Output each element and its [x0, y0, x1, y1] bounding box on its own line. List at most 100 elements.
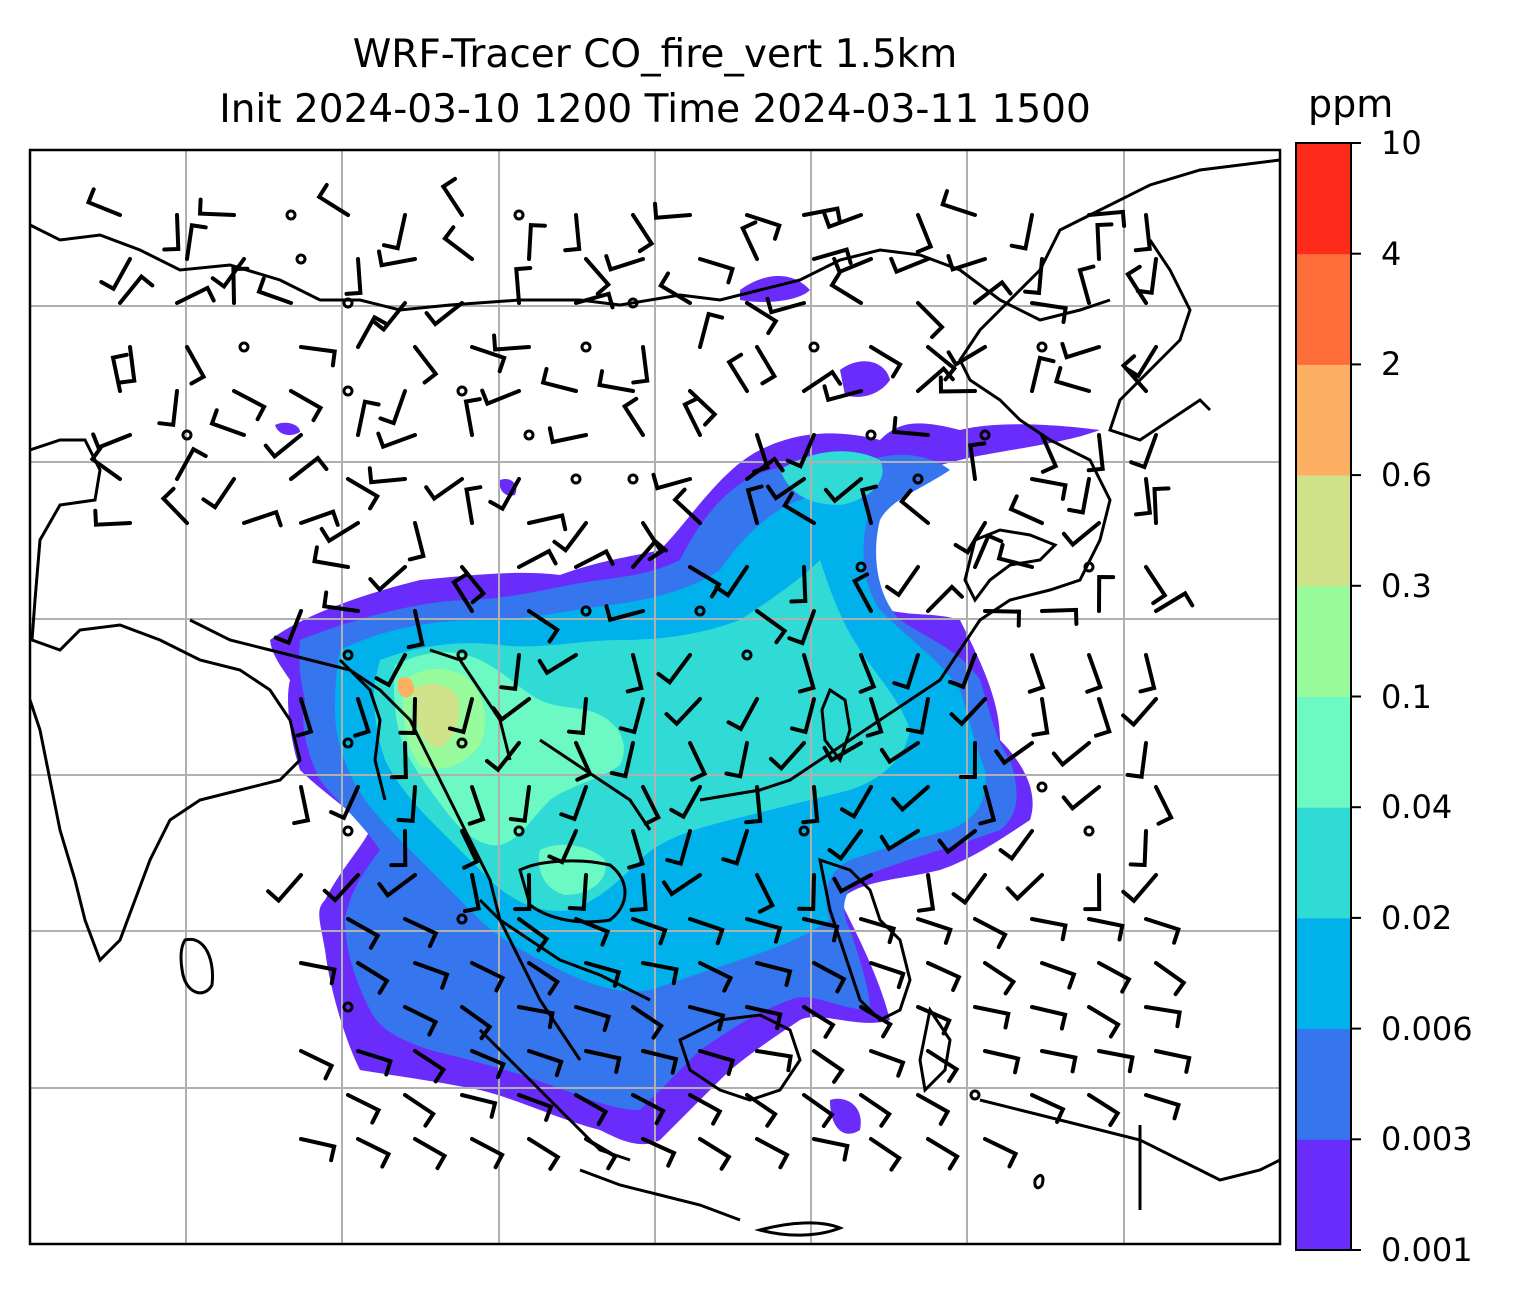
- wind-barb: [631, 538, 668, 569]
- wind-barb: [802, 1093, 835, 1128]
- wind-barb: [160, 486, 189, 525]
- wind-barb: [916, 917, 953, 945]
- wind-barb: [312, 545, 350, 569]
- wind-barb: [1154, 590, 1195, 613]
- calm-wind-marker: [513, 825, 525, 837]
- wind-barb: [1097, 574, 1116, 613]
- wind-barb: [407, 521, 426, 562]
- colorbar-segment: [1296, 475, 1351, 587]
- wind-barb: [688, 741, 708, 782]
- wind-barb: [869, 1049, 906, 1078]
- colorbar-tick-label: 0.3: [1381, 566, 1432, 605]
- wind-barb: [802, 369, 843, 393]
- calm-wind-marker: [1036, 341, 1048, 353]
- wind-barb: [662, 873, 702, 897]
- wind-barb: [1083, 873, 1102, 912]
- wind-barb: [316, 183, 350, 217]
- wind-barb: [885, 565, 920, 598]
- wind-barb: [768, 741, 806, 772]
- wind-barb: [1051, 741, 1091, 768]
- wind-barb: [346, 477, 381, 511]
- wind-barb: [859, 484, 878, 525]
- wind-barb: [1121, 697, 1158, 728]
- wind-barb: [822, 741, 863, 763]
- wind-barb: [1154, 785, 1174, 826]
- wind-barb: [1094, 697, 1112, 738]
- wind-barb: [273, 609, 303, 646]
- calm-wind-marker: [979, 429, 991, 441]
- wind-barb: [698, 257, 735, 285]
- wind-barb: [839, 785, 873, 820]
- wind-barb: [470, 345, 507, 374]
- wind-barb: [865, 697, 884, 738]
- wind-barb: [940, 189, 977, 217]
- wind-barb: [1087, 209, 1127, 228]
- wind-barb: [916, 1093, 951, 1126]
- wind-barb: [765, 296, 806, 315]
- wind-barb: [1061, 521, 1101, 548]
- wind-barb: [1030, 355, 1056, 393]
- colorbar-tick-label: 0.6: [1381, 456, 1432, 495]
- wind-barb: [859, 1093, 892, 1128]
- wind-barb: [201, 477, 236, 510]
- wind-barb: [162, 213, 181, 252]
- wind-barb: [89, 445, 122, 481]
- wind-barb: [745, 917, 783, 944]
- wind-barb: [832, 873, 873, 894]
- wind-barb: [356, 314, 389, 349]
- colorbar-segment: [1296, 807, 1351, 919]
- wind-barb: [1095, 222, 1114, 261]
- wind-barb: [346, 1093, 382, 1125]
- wind-barb: [460, 565, 487, 605]
- colorbar-tick-label: 0.001: [1381, 1231, 1473, 1269]
- wind-barb: [1133, 213, 1152, 253]
- wind-barb: [299, 1137, 337, 1163]
- wind-barb: [916, 1005, 952, 1036]
- calm-wind-marker: [1083, 825, 1095, 837]
- wind-barb: [344, 257, 363, 296]
- wind-barb: [527, 961, 561, 996]
- wind-barb: [996, 542, 1034, 569]
- wind-barb: [1067, 477, 1091, 515]
- wind-barb: [641, 1137, 677, 1168]
- wind-barb: [1128, 829, 1148, 868]
- wind-barb: [1085, 653, 1103, 694]
- wind-barb: [508, 785, 531, 823]
- wind-barb: [563, 213, 582, 253]
- calm-wind-marker: [798, 825, 810, 837]
- calm-wind-marker: [238, 341, 250, 353]
- wind-barb: [1040, 961, 1077, 990]
- wind-barb: [688, 917, 725, 946]
- wind-barb: [953, 521, 987, 555]
- wind-barb: [540, 367, 578, 393]
- wind-barb: [755, 609, 788, 645]
- colorbar-segment: [1296, 1139, 1351, 1251]
- wind-barb: [698, 1137, 732, 1171]
- calm-wind-marker: [969, 1089, 981, 1101]
- wind-barb: [1087, 1093, 1121, 1127]
- colorbar-tick-label: 0.003: [1381, 1120, 1473, 1159]
- wind-barb: [983, 609, 1022, 628]
- wind-barb: [356, 399, 381, 437]
- wind-barb: [609, 741, 635, 779]
- wind-barb: [559, 785, 588, 822]
- colorbar-segment: [1296, 364, 1351, 476]
- wind-barb: [755, 345, 778, 386]
- wind-barb: [210, 257, 246, 290]
- wind-barb: [185, 223, 208, 261]
- wind-barb: [1030, 1093, 1066, 1124]
- wind-barb: [744, 785, 763, 825]
- wind-barb: [574, 917, 611, 947]
- wind-barb: [460, 1093, 498, 1119]
- colorbar-segment: [1296, 253, 1351, 365]
- wind-barb: [641, 785, 661, 826]
- wind-barb: [424, 301, 464, 327]
- wind-barb: [1030, 917, 1068, 942]
- wind-barb: [1144, 1005, 1182, 1029]
- wind-barb: [517, 548, 558, 569]
- wind-barb: [755, 961, 793, 987]
- wind-barb: [448, 697, 474, 735]
- colorbar-tick-label: 4: [1381, 234, 1402, 273]
- wind-barb: [480, 388, 521, 407]
